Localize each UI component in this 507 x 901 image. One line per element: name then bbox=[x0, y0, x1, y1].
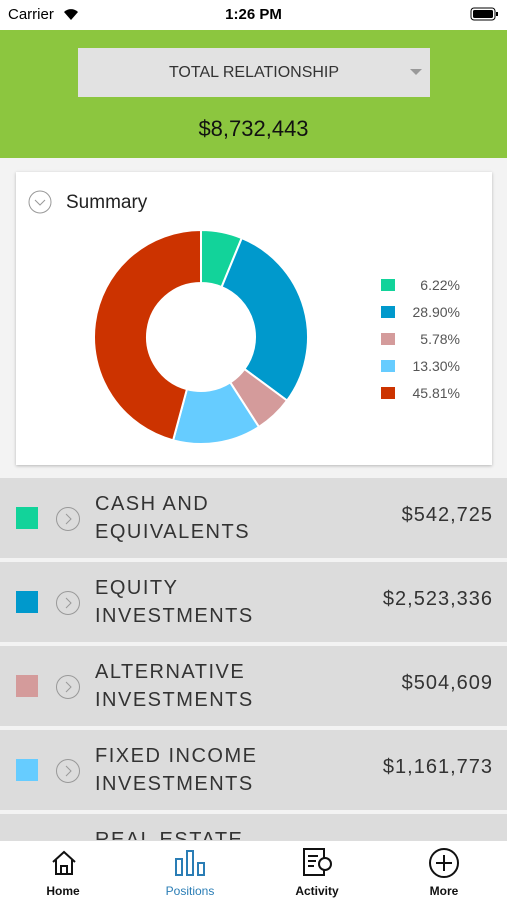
legend-swatch bbox=[381, 387, 395, 399]
dropdown-label: TOTAL RELATIONSHIP bbox=[168, 63, 340, 81]
legend-swatch bbox=[381, 360, 395, 372]
asset-row[interactable]: ALTERNATIVE INVESTMENTS $504,609 bbox=[0, 646, 507, 726]
legend-swatch bbox=[381, 279, 395, 291]
collapse-chevron bbox=[34, 199, 46, 206]
expand-icon bbox=[55, 674, 81, 705]
wifi-icon bbox=[64, 9, 78, 20]
time: 1:26 PM bbox=[225, 6, 282, 23]
tab-bar: Home Positions Activity More bbox=[0, 840, 507, 901]
chevron bbox=[56, 507, 80, 531]
legend-label: 5.78% bbox=[420, 331, 460, 347]
carrier: Carrier bbox=[8, 6, 54, 23]
positions-icon bbox=[175, 850, 205, 876]
legend-swatch bbox=[381, 333, 395, 345]
asset-value: $504,609 bbox=[401, 672, 493, 694]
legend-label: 6.22% bbox=[420, 277, 460, 293]
color-swatch bbox=[16, 759, 38, 781]
asset-name: FIXED INCOME INVESTMENTS bbox=[95, 745, 258, 795]
battery-icon bbox=[470, 7, 498, 21]
color-swatch bbox=[16, 591, 38, 613]
tab-activity[interactable]: Activity bbox=[254, 841, 380, 901]
asset-name: EQUITY INVESTMENTS bbox=[95, 577, 254, 627]
summary-title: Summary bbox=[66, 192, 148, 213]
legend-label: 13.30% bbox=[413, 358, 460, 374]
chevron bbox=[56, 675, 80, 699]
relationship-dropdown[interactable]: TOTAL RELATIONSHIP bbox=[78, 48, 430, 97]
expand-icon bbox=[55, 590, 81, 621]
summary-card: Summary 6.22% 28.90% 5.78% 13.30% 45.81% bbox=[16, 172, 492, 465]
tab-label: Home bbox=[46, 884, 80, 898]
donut-chart: Summary 6.22% 28.90% 5.78% 13.30% 45.81% bbox=[28, 190, 460, 445]
tab-home[interactable]: Home bbox=[0, 841, 126, 901]
color-swatch bbox=[16, 675, 38, 697]
asset-value: $2,523,336 bbox=[382, 588, 493, 610]
more-icon bbox=[429, 848, 459, 878]
asset-row[interactable]: FIXED INCOME INVESTMENTS $1,161,773 bbox=[0, 730, 507, 810]
total-value: $8,732,443 bbox=[198, 116, 309, 141]
tab-label: Positions bbox=[165, 884, 215, 898]
home-icon bbox=[52, 850, 76, 875]
asset-name: ALTERNATIVE INVESTMENTS bbox=[95, 661, 254, 711]
legend-swatch bbox=[381, 306, 395, 318]
donut-slice bbox=[93, 228, 202, 442]
chevron bbox=[56, 591, 80, 615]
asset-value: $542,725 bbox=[401, 504, 493, 526]
expand-icon bbox=[55, 758, 81, 789]
donut-slice bbox=[220, 236, 309, 402]
tab-positions[interactable]: Positions bbox=[127, 841, 253, 901]
tab-label: More bbox=[429, 884, 459, 898]
tab-label: Activity bbox=[295, 884, 339, 898]
chevron bbox=[56, 759, 80, 783]
asset-row[interactable]: EQUITY INVESTMENTS $2,523,336 bbox=[0, 562, 507, 642]
collapse-icon[interactable] bbox=[28, 190, 52, 214]
legend-label: 45.81% bbox=[413, 385, 460, 401]
tab-more[interactable]: More bbox=[381, 841, 507, 901]
activity-icon bbox=[303, 848, 332, 876]
color-swatch bbox=[16, 507, 38, 529]
dropdown-arrow bbox=[410, 69, 422, 75]
asset-row[interactable]: CASH AND EQUIVALENTS $542,725 bbox=[0, 478, 507, 558]
legend-label: 28.90% bbox=[413, 304, 460, 320]
asset-name: CASH AND EQUIVALENTS bbox=[95, 493, 251, 543]
expand-icon bbox=[55, 506, 81, 537]
asset-value: $1,161,773 bbox=[382, 756, 493, 778]
status-bar: Carrier 1:26 PM bbox=[0, 0, 507, 30]
header: TOTAL RELATIONSHIP $8,732,443 bbox=[0, 30, 507, 158]
